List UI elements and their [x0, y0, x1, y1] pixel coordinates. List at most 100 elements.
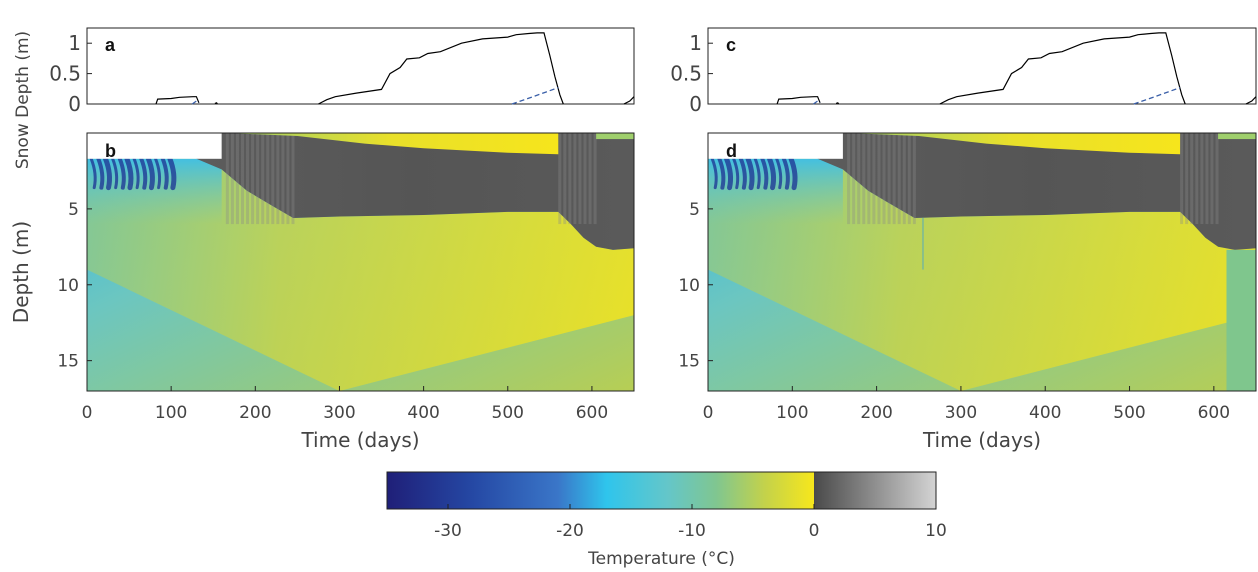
thaw-streak — [882, 133, 886, 225]
thaw-streak — [892, 133, 896, 225]
thaw-streak — [593, 133, 597, 225]
thaw-streak — [1190, 133, 1194, 225]
temperature-heatmap-d: 0 100 200 300 400 500 600 5 10 15 Time (days) d — [678, 132, 1257, 452]
depth-axis-label: Depth (m) — [9, 221, 33, 323]
thaw-streak — [857, 133, 861, 225]
thaw-streak — [266, 133, 270, 225]
ytick-label: 15 — [57, 352, 79, 372]
cold-streak — [788, 156, 798, 191]
snow-depth-panel-a: 0 0.5 1 a — [49, 27, 635, 116]
thaw-streak — [1185, 133, 1189, 225]
snow-depth-line — [939, 32, 1186, 105]
thaw-streak — [281, 133, 285, 225]
cold-streak — [132, 157, 140, 190]
ytick-label: 10 — [57, 276, 79, 296]
xtick-label: 400 — [1029, 403, 1061, 423]
thaw-streak — [1205, 133, 1209, 225]
cold-streak — [717, 156, 726, 190]
xtick-label: 100 — [155, 403, 187, 423]
warm-zone — [708, 158, 1256, 391]
x-axis-label: Time (days) — [922, 428, 1041, 452]
thaw-streak — [256, 133, 260, 225]
cold-streak — [103, 156, 112, 191]
panels-layer: 00.51 a00.51 c0 100 200 300 400 500 60051015Time… — [9, 27, 1257, 452]
thaw-streak — [1210, 133, 1214, 225]
cold-streak — [760, 156, 769, 190]
thaw-streak — [912, 133, 916, 225]
xtick-label: 200 — [860, 403, 892, 423]
thaw-streak — [225, 133, 229, 225]
warm-zone — [87, 158, 634, 391]
heatmap-body-b — [87, 133, 634, 391]
thaw-streak — [261, 133, 265, 225]
cold-streak — [160, 156, 169, 190]
snow-depth-line — [776, 96, 821, 105]
ytick-label: 0 — [68, 92, 81, 116]
thaw-streak — [1200, 133, 1204, 225]
ytick-label: 5 — [689, 200, 700, 220]
colorbar-tick-label: -10 — [678, 521, 706, 541]
ytick-label: 1 — [68, 31, 81, 55]
panel-letter-a: a — [105, 35, 116, 55]
thaw-streak — [852, 133, 856, 225]
thaw-streak — [563, 133, 567, 225]
ytick-label: 0.5 — [49, 62, 81, 86]
thaw-streak — [286, 133, 290, 225]
dashed-series-line — [511, 86, 559, 105]
thaw-streak — [271, 133, 275, 225]
snow-depth-line — [318, 32, 564, 105]
xtick-label: 200 — [239, 403, 271, 423]
cold-streak — [124, 156, 134, 191]
colorbar-bar — [386, 471, 937, 510]
ytick-label: 0 — [689, 92, 702, 116]
xtick-label: 600 — [576, 403, 608, 423]
snow-depth-panel-c: 0 0.5 1 c — [670, 27, 1257, 116]
ytick-label: 5 — [68, 200, 79, 220]
cold-streak — [781, 156, 790, 190]
dashed-series-line — [191, 100, 200, 105]
thaw-streak — [583, 133, 587, 225]
colorbar-tick-label: 10 — [925, 521, 947, 541]
xtick-label: 0 — [703, 403, 714, 423]
cold-streak — [145, 156, 155, 191]
temperature-heatmap-b: 0 100 200 300 400 500 600 5 10 15 Time (days) b — [57, 132, 635, 452]
panel-letter-b: b — [105, 141, 116, 161]
cold-streak — [724, 156, 734, 191]
thaw-streak — [897, 133, 901, 225]
discontinuity-block — [1226, 249, 1256, 391]
xtick-label: 0 — [82, 403, 93, 423]
cold-streak — [745, 156, 755, 191]
cold-streak — [167, 156, 177, 191]
snow-layer-late — [1218, 133, 1256, 140]
thaw-streak — [902, 133, 906, 225]
xtick-label: 600 — [1198, 403, 1230, 423]
cold-streak — [775, 157, 783, 190]
panel-letter-c: c — [726, 35, 736, 55]
plot-frame-c — [707, 27, 1257, 105]
cold-streak — [732, 157, 740, 190]
thaw-streak — [246, 133, 250, 225]
ytick-label: 10 — [678, 276, 700, 296]
cold-streak — [117, 156, 126, 190]
snow-depth-line — [214, 102, 218, 105]
thaw-streak — [887, 133, 891, 225]
x-axis-label: Time (days) — [300, 428, 419, 452]
cold-streak — [139, 156, 148, 190]
cold-streak — [111, 157, 119, 190]
snow-depth-line — [835, 102, 840, 105]
thaw-streak — [291, 133, 295, 225]
plot-frame-b — [86, 132, 635, 392]
thawed-zone — [817, 133, 1256, 250]
cold-streak — [154, 157, 162, 190]
dashed-series-line — [1133, 86, 1181, 105]
cold-streak — [753, 157, 761, 190]
ytick-label: 1 — [689, 31, 702, 55]
plot-frame-a — [86, 27, 635, 105]
thaw-streak — [230, 133, 234, 225]
snow-layer — [225, 133, 559, 155]
thaw-streak — [588, 133, 592, 225]
snow-layer-late — [596, 133, 634, 140]
thawed-zone — [196, 133, 634, 250]
cold-streak — [738, 156, 747, 190]
colorbar: -30 -20 -10 0 10 Temperature (°C) — [386, 471, 947, 569]
